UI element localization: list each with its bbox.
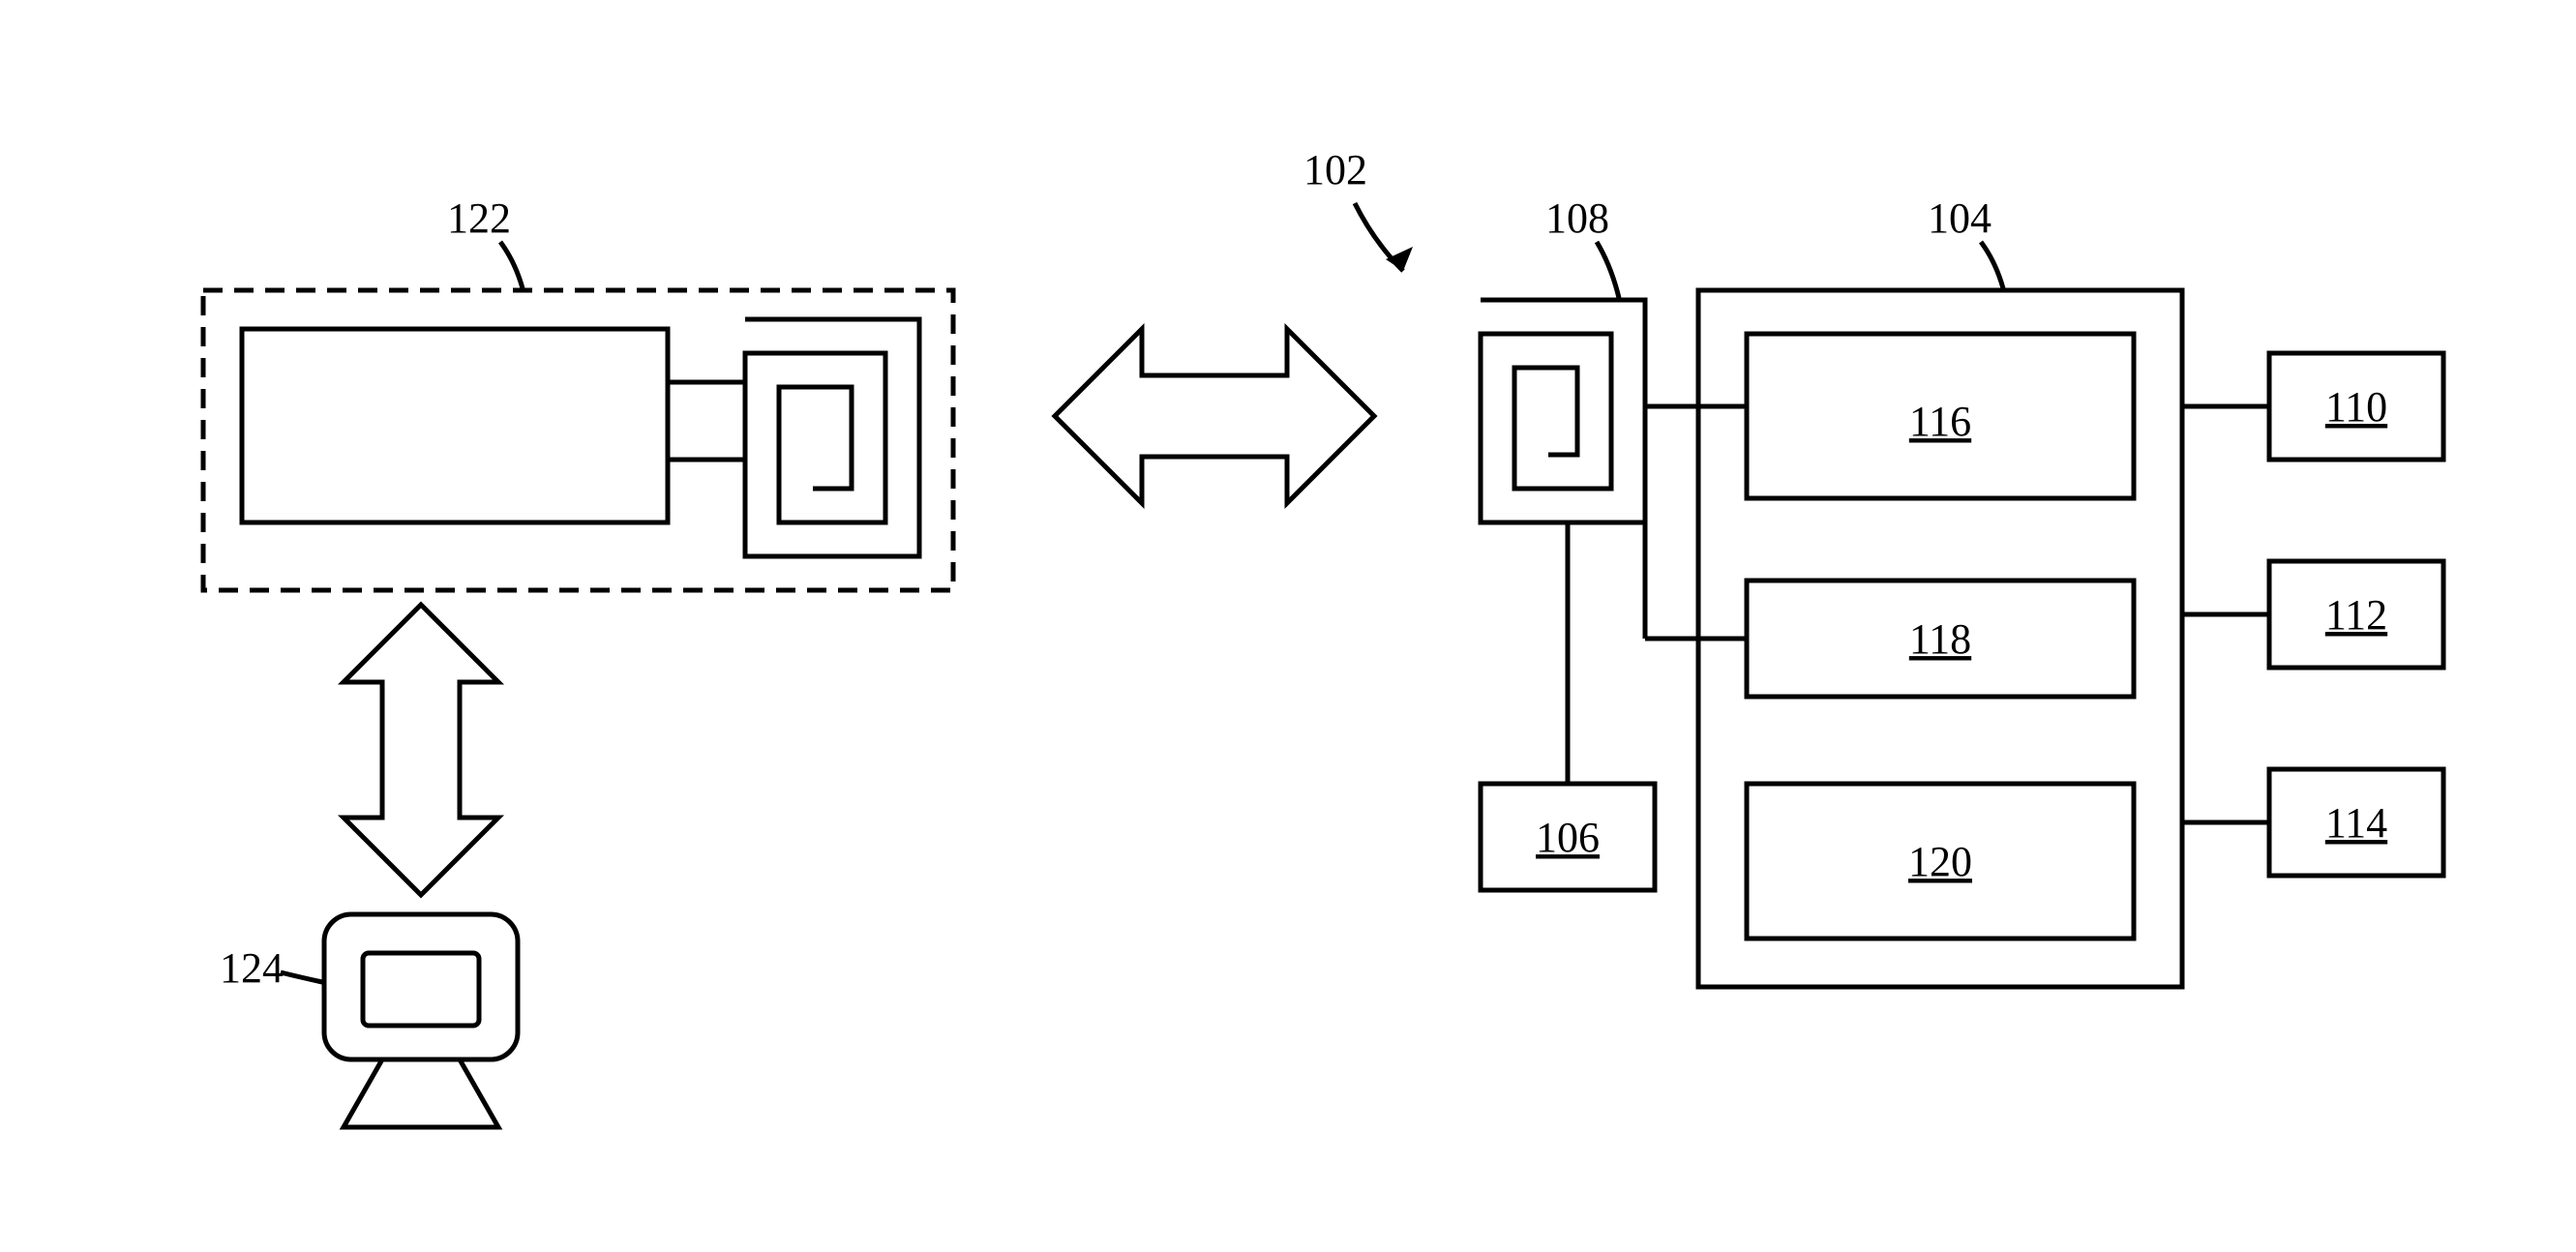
label-120: 120 <box>1908 838 1972 885</box>
label-110: 110 <box>2325 383 2387 431</box>
leader-108 <box>1597 242 1619 298</box>
diagram-canvas: 102 104 116 118 120 110 112 114 108 106 … <box>0 0 2576 1252</box>
label-122: 122 <box>447 194 511 242</box>
leader-102-arrow <box>1386 247 1413 271</box>
bidir-arrow-horizontal <box>1055 329 1374 503</box>
coil-reader <box>745 319 919 556</box>
label-106: 106 <box>1536 814 1600 861</box>
leader-124 <box>281 972 322 982</box>
label-116: 116 <box>1909 398 1971 445</box>
coil-108 <box>1481 300 1645 522</box>
label-102: 102 <box>1303 146 1367 194</box>
label-112: 112 <box>2325 591 2387 639</box>
leader-104 <box>1981 242 2003 288</box>
label-104: 104 <box>1928 194 1992 242</box>
label-118: 118 <box>1909 615 1971 663</box>
bidir-arrow-vertical <box>344 605 498 895</box>
monitor-icon <box>324 914 518 1127</box>
label-124: 124 <box>220 944 284 992</box>
leader-122 <box>500 242 523 288</box>
box-reader-body <box>242 329 668 522</box>
label-108: 108 <box>1545 194 1609 242</box>
label-114: 114 <box>2325 799 2387 847</box>
box-122-dashed <box>203 290 953 590</box>
